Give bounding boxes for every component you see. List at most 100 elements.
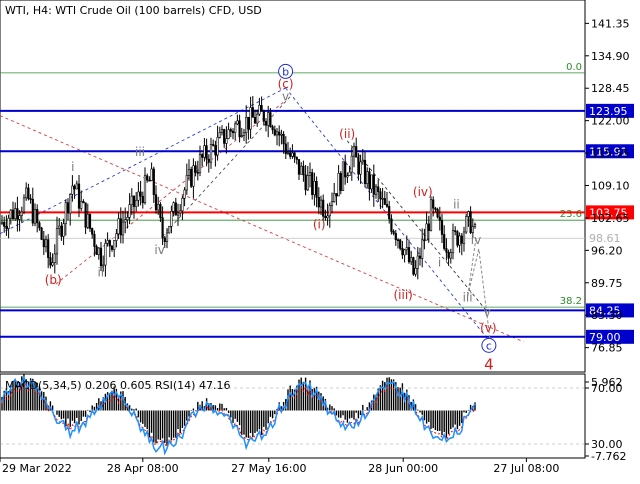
candle-body	[75, 183, 78, 190]
candle-body	[62, 223, 65, 237]
candle-body	[315, 181, 318, 198]
candle-body	[119, 218, 122, 236]
candle-body	[363, 159, 367, 185]
candle-body	[64, 202, 67, 224]
candle-body	[108, 240, 111, 247]
candle-body	[60, 225, 63, 237]
candle-body	[401, 248, 404, 256]
candle-body	[339, 173, 342, 191]
candle-body	[425, 223, 428, 241]
candle-body	[337, 173, 340, 197]
candle-body	[33, 209, 37, 224]
wave-label: v	[282, 90, 289, 104]
time-tick-label: 28 Apr 08:00	[107, 462, 179, 475]
price-tick-label: 122.00	[591, 115, 630, 128]
candle-body	[143, 175, 147, 204]
candle-body	[286, 152, 290, 155]
level-label: 115.91	[589, 145, 628, 158]
candle-body	[253, 117, 257, 124]
candle-body	[242, 132, 246, 136]
candle-body	[346, 175, 349, 178]
candle-body	[18, 215, 21, 220]
wave-label: (iv)	[413, 185, 433, 199]
level-label: 79.00	[589, 331, 621, 344]
candle-body	[258, 105, 261, 115]
wave-label: (iii)	[394, 288, 413, 302]
candle-body	[44, 239, 48, 248]
candle-body	[392, 231, 395, 234]
candle-body	[324, 215, 327, 219]
candle-body	[80, 201, 83, 209]
current-price-bg	[586, 231, 634, 246]
wave-label: ii	[97, 265, 104, 279]
candle-body	[247, 116, 250, 130]
level-label-bg	[586, 103, 634, 118]
candle-body	[203, 145, 206, 158]
candle-body	[159, 204, 162, 218]
candle-body	[256, 113, 259, 124]
candle-body	[104, 242, 107, 266]
candle-body	[326, 215, 329, 219]
candle-body	[27, 187, 30, 199]
candle-body	[86, 213, 89, 228]
candle-body	[357, 156, 360, 175]
candle-body	[53, 253, 56, 263]
candle-body	[187, 169, 191, 176]
candle-body	[150, 168, 153, 181]
candle-body	[289, 152, 292, 157]
candle-body	[238, 120, 241, 137]
candle-body	[447, 251, 450, 259]
candle-body	[300, 165, 303, 175]
candle-body	[192, 165, 195, 187]
candle-body	[366, 171, 369, 185]
candle-body	[77, 183, 81, 209]
candle-body	[412, 257, 415, 275]
candle-body	[454, 230, 457, 232]
candle-body	[161, 217, 164, 239]
wave-label: (v)	[480, 321, 496, 335]
price-tick-label: 134.90	[591, 50, 630, 63]
candle-body	[352, 146, 356, 157]
candle-body	[130, 195, 133, 205]
price-tick-label: 96.20	[591, 244, 623, 257]
candle-body	[388, 206, 391, 220]
candle-body	[304, 174, 307, 191]
candle-body	[216, 137, 219, 156]
candle-body	[163, 237, 166, 242]
time-axis: 29 Mar 2022 28 Apr 08:00 27 May 16:00 28 Ju…	[0, 458, 559, 475]
indicator-panel: MACD(5,34,5) 0.206 0.605 RSI(14) 47.16	[0, 373, 586, 459]
candle-body	[407, 247, 411, 263]
candle-body	[36, 209, 39, 224]
candle-body	[467, 211, 470, 217]
indicator-tick-label: -7.762	[591, 450, 626, 463]
candle-body	[383, 198, 386, 205]
candle-body	[473, 224, 477, 227]
wave-label: b	[282, 65, 289, 78]
candle-body	[73, 185, 76, 190]
price-tick-label: 76.85	[591, 342, 623, 355]
candle-body	[280, 133, 283, 136]
candle-body	[139, 191, 142, 197]
candle-body	[436, 209, 439, 218]
candle-body	[414, 268, 417, 275]
candle-body	[124, 219, 127, 223]
candle-body	[31, 198, 34, 224]
candle-body	[9, 209, 12, 219]
candle-body	[405, 247, 408, 251]
gray-wave-line	[346, 140, 488, 312]
candle-body	[240, 135, 243, 137]
price-tick-label: 128.45	[591, 82, 630, 95]
candle-body	[227, 129, 230, 139]
candle-body	[293, 152, 296, 158]
candle-body	[229, 129, 232, 132]
candle-body	[251, 107, 254, 118]
candle-body	[218, 132, 221, 138]
candle-body	[137, 191, 140, 201]
candle-body	[170, 211, 173, 227]
candle-body	[3, 221, 6, 227]
candle-body	[0, 221, 4, 225]
candle-body	[55, 228, 59, 255]
candle-body	[458, 235, 461, 246]
candle-body	[399, 239, 402, 249]
wave-label: 4	[484, 355, 494, 373]
